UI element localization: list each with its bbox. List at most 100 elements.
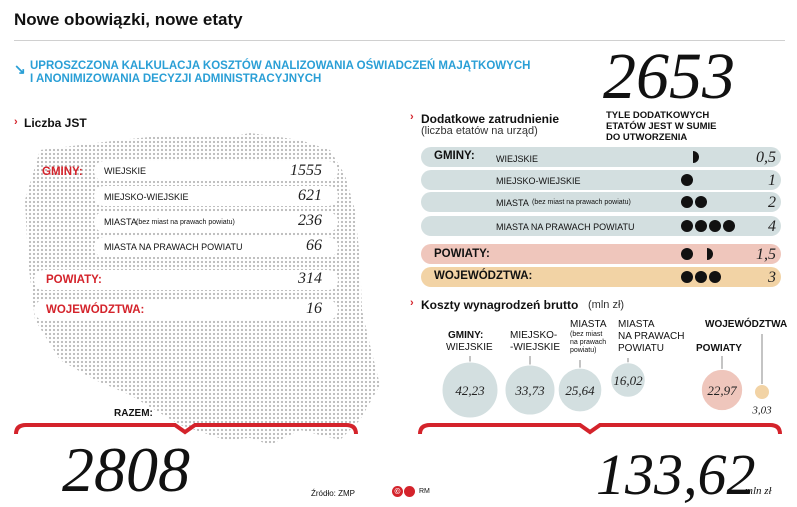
extra-row-powiaty — [421, 244, 781, 264]
jst-row-wiejskie — [94, 161, 338, 181]
cost-value-label: 25,64 — [565, 383, 595, 398]
total-jobs-caption: TYLE DODATKOWYCH ETATÓW JEST W SUMIE DO … — [606, 110, 716, 143]
cost-value-label: 33,73 — [514, 383, 545, 398]
extra-row-label: MIASTA — [496, 198, 529, 208]
jst-woj-label: WOJEWÓDZTWA: — [46, 304, 145, 316]
razem-label: RAZEM: — [114, 408, 153, 419]
extra-woj-label: WOJEWÓDZTWA: — [434, 270, 533, 282]
jst-row-wojewodztwa — [34, 300, 338, 320]
costs-label-mnpp1: MIASTA — [618, 319, 655, 330]
section-marker-icon: › — [410, 111, 414, 123]
cost-value-label: 42,23 — [455, 383, 485, 398]
extra-label: Dodatkowe zatrudnienie — [421, 112, 560, 126]
extra-row-label: WIEJSKIE — [496, 154, 539, 164]
costs-total-unit: mln zł — [745, 485, 772, 497]
jst-row-miasta — [94, 212, 338, 232]
extra-value: 0,5 — [756, 149, 776, 166]
right-bracket — [418, 423, 782, 435]
jst-value: 314 — [298, 270, 322, 287]
razem-value: 2808 — [62, 434, 190, 505]
costs-label-wiejskie: WIEJSKIE — [446, 342, 493, 353]
jst-powiaty-label: POWIATY: — [46, 274, 102, 286]
copyright-icon: © — [392, 486, 403, 497]
extra-value: 2 — [768, 194, 776, 211]
jst-row-powiaty — [34, 270, 338, 290]
subtitle: UPROSZCZONA KALKULACJA KOSZTÓW ANALIZOWA… — [30, 60, 620, 86]
jst-value: 66 — [306, 237, 322, 254]
costs-total-value: 133,62 — [596, 442, 756, 507]
etat-dot — [681, 271, 693, 283]
costs-label-mnpp3: POWIATU — [618, 343, 664, 354]
jst-value: 16 — [306, 300, 322, 317]
total-jobs-caption-1: TYLE DODATKOWYCH — [606, 110, 710, 121]
jst-row-label: MIASTA — [104, 217, 137, 227]
cost-value-label: 3,03 — [751, 405, 772, 417]
costs-label-powiaty: POWIATY — [696, 343, 742, 354]
section-marker-icon: › — [410, 297, 414, 309]
cost-bubble — [700, 368, 744, 412]
etat-dot — [695, 220, 707, 232]
costs-label-miasta-note: na prawach — [570, 339, 607, 346]
left-bracket — [14, 423, 358, 435]
jst-row-label: MIEJSKO-WIEJSKIE — [104, 192, 189, 202]
total-jobs-caption-2: ETATÓW JEST W SUMIE — [606, 121, 717, 132]
etat-dot — [709, 220, 721, 232]
extra-row-wojewodztwa — [421, 267, 781, 287]
extra-row-note: (bez miast na prawach powiatu) — [532, 199, 631, 206]
costs-label-miasta-note: powiatu) — [570, 347, 597, 354]
cost-bubble — [557, 367, 603, 413]
extra-value: 1 — [768, 172, 776, 189]
etat-half-dot — [693, 151, 699, 163]
jst-row-miejsko-wiejskie — [94, 186, 338, 206]
jst-value: 236 — [298, 212, 322, 229]
total-jobs-value: 2653 — [603, 40, 735, 113]
etat-dot — [681, 174, 693, 186]
etat-dot — [695, 271, 707, 283]
extra-value: 3 — [768, 269, 776, 286]
extra-row-label: MIEJSKO-WIEJSKIE — [496, 176, 581, 186]
etat-dot — [723, 220, 735, 232]
page-title: Nowe obowiązki, nowe etaty — [14, 10, 243, 29]
credit: RM — [419, 488, 430, 495]
copyright-icon-2 — [404, 486, 415, 497]
extra-row-mnpp — [421, 216, 781, 236]
costs-label-miasta-note: (bez miast — [570, 331, 603, 338]
jst-row-note: (bez miast na prawach powiatu) — [136, 219, 235, 226]
extra-sublabel: (liczba etatów na urząd) — [421, 125, 538, 137]
costs-label-gminy: GMINY: — [448, 330, 484, 341]
etat-dot — [681, 196, 693, 208]
source: Źródło: ZMP — [311, 489, 356, 498]
extra-powiaty-label: POWIATY: — [434, 248, 490, 260]
cost-bubble — [504, 364, 556, 416]
cost-bubble — [441, 361, 499, 419]
title-divider — [14, 40, 785, 41]
etat-dot — [681, 220, 693, 232]
jst-label: Liczba JST — [24, 116, 87, 130]
subtitle-line-2: I ANONIMIZOWANIA DECYZJI ADMINISTRACYJNY… — [30, 73, 322, 85]
jst-row-label: MIASTA NA PRAWACH POWIATU — [104, 242, 243, 252]
etat-dot — [695, 196, 707, 208]
etat-half-dot — [707, 248, 713, 260]
etat-dot — [709, 271, 721, 283]
cost-bubble — [610, 362, 646, 398]
extra-row-miasta — [421, 192, 781, 212]
cost-value-label: 22,97 — [707, 383, 737, 398]
extra-gminy-label: GMINY: — [434, 150, 475, 162]
etat-dot — [681, 248, 693, 260]
costs-label: Koszty wynagrodzeń brutto — [421, 298, 579, 312]
costs-label-wojewodztwa: WOJEWÓDZTWA — [705, 319, 788, 330]
section-marker-icon: › — [14, 116, 18, 128]
costs-label-mnpp2: NA PRAWACH — [618, 331, 685, 342]
arrow-down-right-icon: ↘ — [14, 61, 26, 77]
costs-label-mw2: -WIEJSKIE — [510, 342, 561, 353]
costs-label-mw1: MIEJSKO- — [510, 330, 558, 341]
cost-value-label: 16,02 — [613, 373, 643, 388]
extra-value: 1,5 — [756, 246, 776, 263]
total-jobs-caption-3: DO UTWORZENIA — [606, 132, 688, 143]
cost-bubble — [753, 383, 771, 401]
subtitle-line-1: UPROSZCZONA KALKULACJA KOSZTÓW ANALIZOWA… — [30, 60, 531, 72]
extra-row-label: MIASTA NA PRAWACH POWIATU — [496, 222, 635, 232]
extra-row-wiejskie — [421, 147, 781, 167]
